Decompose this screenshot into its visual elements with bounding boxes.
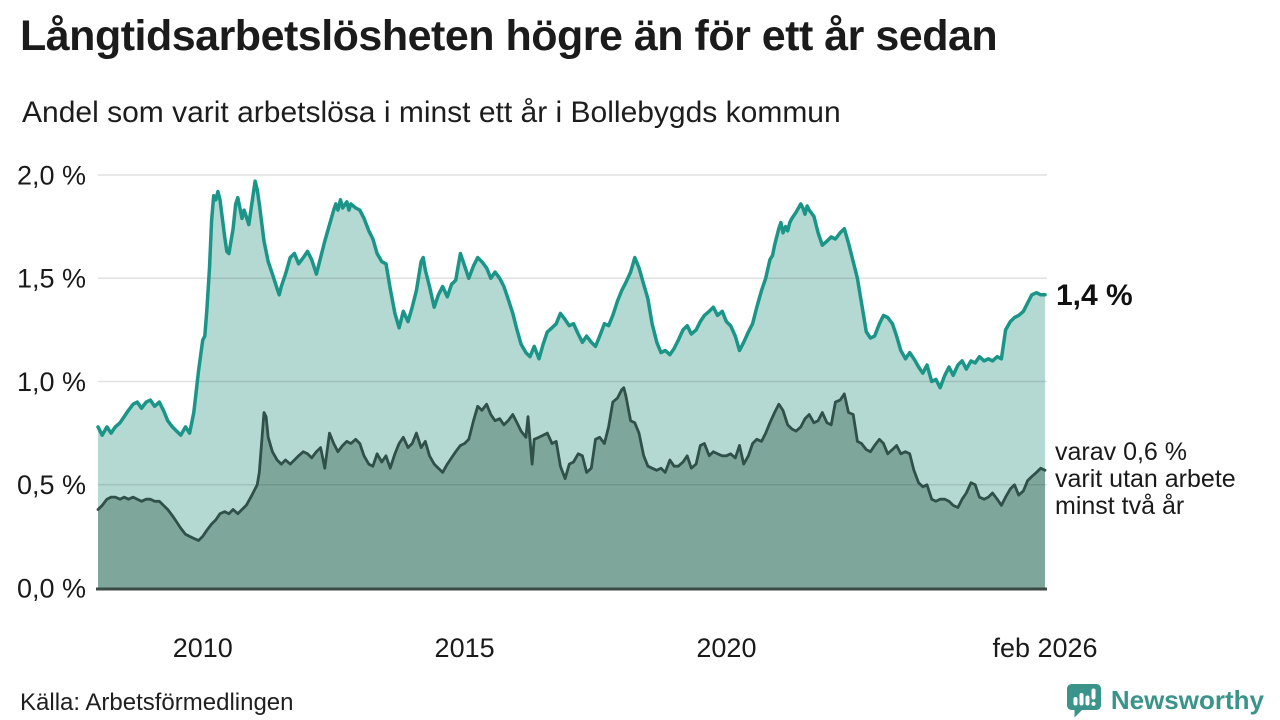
newsworthy-wordmark: Newsworthy xyxy=(1110,684,1264,715)
y-tick-label: 0,0 % xyxy=(17,573,86,603)
y-tick-label: 1,0 % xyxy=(17,367,86,397)
page-title: Långtidsarbetslösheten högre än för ett … xyxy=(20,12,998,60)
newsworthy-branding: Newsworthy xyxy=(1065,682,1264,718)
series-line-1 xyxy=(96,386,1047,542)
newsworthy-logo-icon xyxy=(1065,682,1103,718)
y-tick-label: 1,5 % xyxy=(17,264,86,294)
x-tick-label: 2015 xyxy=(435,633,495,663)
x-tick-label: feb 2026 xyxy=(992,633,1097,663)
page-subtitle: Andel som varit arbetslösa i minst ett å… xyxy=(22,96,841,129)
source-note: Källa: Arbetsförmedlingen xyxy=(20,689,294,716)
y-tick-label: 0,5 % xyxy=(17,470,86,500)
x-tick-label: 2020 xyxy=(696,633,756,663)
series-line-0 xyxy=(96,179,1047,437)
annotation-line-2: varit utan arbete xyxy=(1055,465,1236,493)
annotation-line-3: minst två år xyxy=(1055,492,1185,520)
series2-end-annotation: varav 0,6 % varit utan arbete minst två … xyxy=(1055,439,1236,520)
y-tick-label: 2,0 % xyxy=(17,160,86,190)
annotation-line-1: varav 0,6 % xyxy=(1055,438,1188,466)
series1-end-value-label: 1,4 % xyxy=(1056,279,1133,312)
x-tick-label: 2010 xyxy=(173,633,233,663)
area-fill-1 xyxy=(98,387,1045,588)
